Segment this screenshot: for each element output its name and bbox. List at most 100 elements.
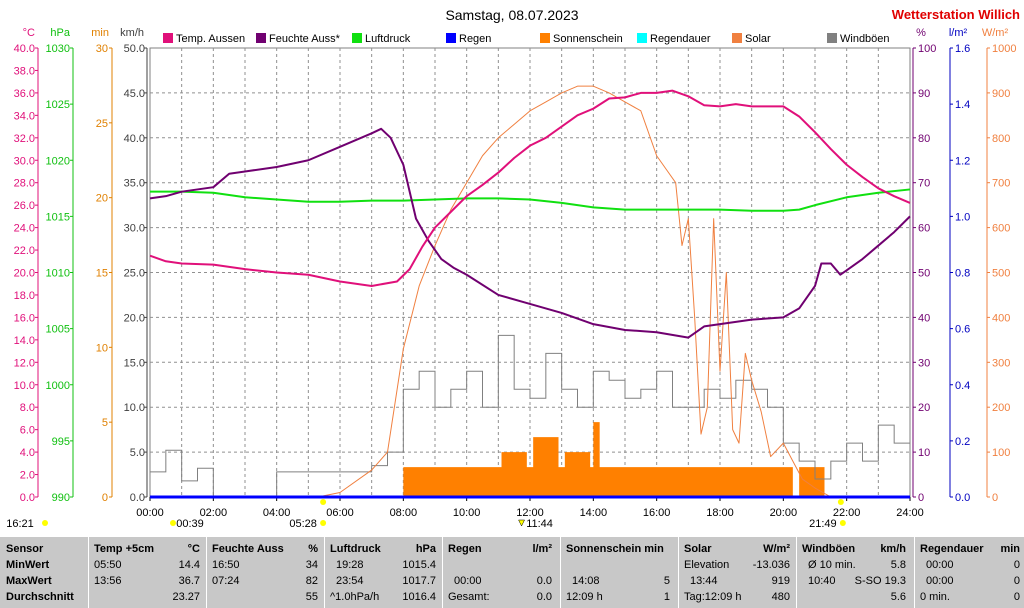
legend-label: Temp. Aussen	[176, 33, 245, 45]
axis-tick-label-solar: 600	[992, 223, 1010, 235]
axis-tick-label-rainrate: 1.0	[955, 211, 970, 223]
stats-wind-max-time: 10:40	[808, 575, 836, 587]
stats-separator	[442, 537, 443, 608]
axis-tick-label-rainrate: 0.2	[955, 436, 970, 448]
stats-row-label-avg: Durchschnitt	[6, 591, 74, 603]
stats-temp-avg-value: 23.27	[172, 591, 200, 603]
legend-label: Feuchte Auss*	[269, 33, 341, 45]
axis-tick-label-temp: 12.0	[14, 357, 35, 369]
axis-tick-label-temp: 34.0	[14, 110, 35, 122]
stats-wind-avg10-value: 5.8	[890, 559, 906, 571]
axis-tick-label-wind: 30.0	[124, 223, 145, 235]
moonset-time: 16:21	[6, 518, 34, 530]
axis-tick-label-temp: 40.0	[14, 43, 35, 55]
stats-rain-max-time: 00:00	[454, 575, 482, 587]
stats-header-temp: Temp +5cm	[94, 543, 155, 555]
stats-unit-rain: l/m²	[532, 543, 552, 555]
axis-unit-wind: km/h	[120, 27, 144, 39]
stats-temp-max-time: 13:56	[94, 575, 122, 587]
axis-tick-label-min: 25	[96, 118, 108, 130]
stats-wind-avg10-label: Ø 10 min.	[808, 559, 856, 571]
axis-tick-label-wind: 35.0	[124, 178, 145, 190]
axis-tick-label-press: 990	[52, 492, 70, 504]
axis-tick-label-wind: 15.0	[124, 357, 145, 369]
axis-unit-rainrate: l/m²	[949, 27, 968, 39]
solar-noon-time: 11:44	[526, 518, 553, 530]
axis-tick-label-hum: 50	[918, 268, 930, 280]
axis-tick-label-press: 1020	[46, 155, 70, 167]
legend-swatch	[446, 33, 456, 43]
axis-tick-label-hum: 10	[918, 447, 930, 459]
stats-press-trend: ^1.0hPa/h	[330, 591, 380, 603]
axis-tick-label-solar: 200	[992, 402, 1010, 414]
axis-tick-label-wind: 10.0	[124, 402, 145, 414]
stats-header-wind: Windböen	[802, 543, 856, 555]
stats-col-wind: Windböen km/h Ø 10 min. 5.8 10:40 S-SO 19.3…	[802, 537, 910, 608]
station-name: Wetterstation Willich	[892, 7, 1020, 22]
stats-press-min-time: 19:28	[336, 559, 364, 571]
axis-tick-label-hum: 30	[918, 357, 930, 369]
stats-col-sensor: Sensor MinWert MaxWert Durchschnitt	[6, 537, 88, 608]
axis-tick-label-press: 1030	[46, 43, 70, 55]
axis-tick-label-temp: 28.0	[14, 178, 35, 190]
x-axis-tick-label: 24:00	[896, 507, 924, 519]
axis-tick-label-press: 1025	[46, 99, 70, 111]
axis-tick-label-solar: 700	[992, 178, 1010, 190]
axis-tick-label-press: 995	[52, 436, 70, 448]
stats-sun-max-value: 5	[663, 575, 670, 587]
axis-tick-label-press: 1000	[46, 380, 70, 392]
x-axis-tick-label: 20:00	[770, 507, 798, 519]
stats-separator	[914, 537, 915, 608]
stats-solar-max-time: 13:44	[690, 575, 718, 587]
axis-tick-label-temp: 18.0	[14, 290, 35, 302]
series-pressure-line	[150, 188, 911, 212]
stats-hum-max-time: 07:24	[212, 575, 240, 587]
axis-tick-label-wind: 0.0	[130, 492, 145, 504]
x-axis-tick-label: 14:00	[580, 507, 608, 519]
stats-col-rain: Regen l/m² 00:00 0.0 Gesamt: 0.0	[448, 537, 556, 608]
axis-tick-label-wind: 50.0	[124, 43, 145, 55]
axis-tick-label-temp: 14.0	[14, 335, 35, 347]
weather-chart: Samstag, 08.07.2023 Wetterstation Willic…	[6, 7, 1021, 530]
moonrise-marker	[170, 520, 176, 526]
axis-unit-min: min	[91, 27, 109, 39]
series-sunshine-bars	[150, 422, 910, 497]
legend-label: Solar	[745, 33, 771, 45]
axis-tick-label-solar: 300	[992, 357, 1010, 369]
x-axis-tick-label: 16:00	[643, 507, 671, 519]
chart-legend: Temp. Aussen Feuchte Auss* Luftdruck Regen S…	[163, 33, 890, 45]
stats-wind-avg-value: 5.6	[890, 591, 906, 603]
axis-tick-label-solar: 0	[992, 492, 998, 504]
stats-unit-hum: %	[308, 543, 318, 555]
axis-tick-label-solar: 1000	[992, 43, 1016, 55]
legend-swatch	[540, 33, 550, 43]
x-axis-tick-label: 00:00	[136, 507, 164, 519]
sunrise-time: 05:28	[289, 518, 317, 530]
stats-raindur-total-value: 0	[1013, 591, 1020, 603]
axis-tick-label-solar: 900	[992, 88, 1010, 100]
stats-temp-min-time: 05:50	[94, 559, 122, 571]
axis-tick-label-min: 30	[96, 43, 108, 55]
axis-tick-label-rainrate: 0.4	[955, 380, 970, 392]
series-solar-line	[150, 85, 910, 498]
axis-tick-label-temp: 10.0	[14, 380, 35, 392]
stats-unit-press: hPa	[415, 543, 436, 555]
stats-row-label-min: MinWert	[6, 559, 50, 571]
axis-tick-label-temp: 4.0	[20, 447, 35, 459]
stats-header-raindur: Regendauer	[920, 543, 984, 555]
axis-tick-label-solar: 500	[992, 268, 1010, 280]
stats-separator	[678, 537, 679, 608]
series-humidity-line	[149, 127, 911, 339]
axis-tick-label-solar: 400	[992, 312, 1010, 324]
stats-temp-min-value: 14.4	[178, 559, 200, 571]
stats-sun-duration: 12:09 h	[566, 591, 603, 603]
stats-col-temp: Temp +5cm °C 05:50 14.4 13:56 36.7 23.27	[94, 537, 204, 608]
sunrise-marker	[320, 499, 327, 505]
sunset-marker	[837, 499, 844, 505]
axis-tick-label-rainrate: 1.6	[955, 43, 970, 55]
legend-swatch	[163, 33, 173, 43]
sunset-marker-lower	[839, 520, 846, 526]
axis-tick-label-wind: 45.0	[124, 88, 145, 100]
axis-tick-label-temp: 2.0	[20, 470, 35, 482]
legend-swatch	[256, 33, 266, 43]
